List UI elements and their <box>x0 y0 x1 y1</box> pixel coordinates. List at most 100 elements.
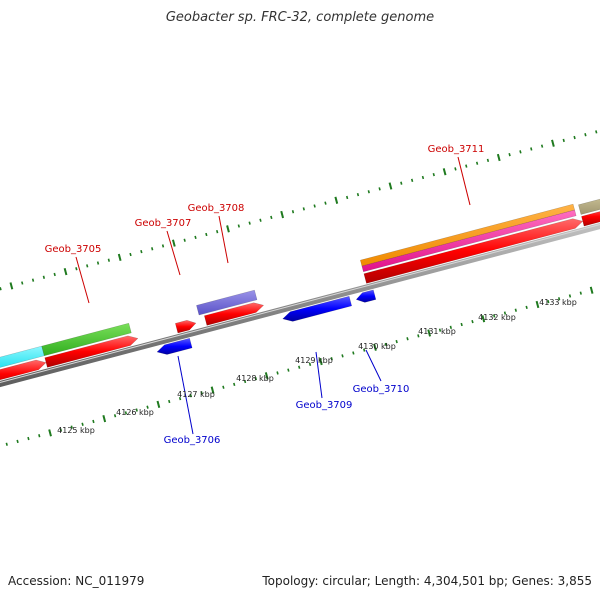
inner-scale-minor-tick <box>395 339 398 344</box>
inner-scale-minor-tick <box>113 414 117 418</box>
gene-label: Geob_3705 <box>45 244 102 255</box>
inner-scale-minor-tick <box>168 399 171 404</box>
scale-label: 4127 kbp <box>177 390 215 399</box>
outer-scale-major-tick <box>496 153 501 162</box>
outer-scale-minor-tick <box>508 153 511 157</box>
outer-scale-major-tick <box>117 253 122 261</box>
inner-scale-minor-tick <box>146 405 149 409</box>
outer-scale-minor-tick <box>205 232 208 237</box>
backbone-line <box>0 222 600 388</box>
genome-info-label: Topology: circular; Length: 4,304,501 bp… <box>262 574 592 588</box>
inner-scale-minor-tick <box>438 328 442 332</box>
inner-scale-minor-tick <box>243 379 247 384</box>
outer-scale-major-tick <box>9 282 14 290</box>
scale-label: 4131 kbp <box>418 327 456 336</box>
outer-scale-minor-tick <box>194 235 197 240</box>
inner-scale-minor-tick <box>38 434 41 438</box>
inner-scale-minor-tick <box>222 385 225 389</box>
inner-scale-minor-tick <box>417 334 420 338</box>
gene-arrow-forward <box>363 218 584 284</box>
scale-label: 4125 kbp <box>57 426 95 435</box>
scale-label: 4126 kbp <box>116 408 154 417</box>
gene-leader-line <box>75 256 90 304</box>
outer-scale-major-tick <box>388 182 393 190</box>
outer-scale-minor-tick <box>465 164 468 168</box>
inner-scale-minor-tick <box>579 291 582 295</box>
outer-scale-major-tick <box>63 267 68 276</box>
inner-scale-major-tick <box>48 429 52 437</box>
outer-scale-minor-tick <box>248 221 251 225</box>
inner-scale-minor-tick <box>460 322 463 327</box>
inner-scale-minor-tick <box>59 428 63 432</box>
outer-scale-minor-tick <box>259 218 262 222</box>
inner-scale-minor-tick <box>449 325 452 329</box>
inner-scale-minor-tick <box>27 436 30 441</box>
outer-scale-minor-tick <box>161 244 165 248</box>
outer-scale-minor-tick <box>42 275 46 279</box>
inner-scale-minor-tick <box>363 348 366 352</box>
outer-scale-minor-tick <box>0 287 2 291</box>
outer-scale-minor-tick <box>367 190 370 194</box>
inner-scale-major-tick <box>427 329 432 337</box>
outer-scale-minor-tick <box>345 195 349 200</box>
outer-scale-minor-tick <box>183 238 186 242</box>
gene-label: Geob_3706 <box>164 435 221 446</box>
outer-scale-minor-tick <box>584 133 587 137</box>
outer-scale-minor-tick <box>454 167 457 171</box>
gene-band-orange <box>360 203 575 267</box>
outer-scale-minor-tick <box>573 135 576 140</box>
outer-scale-minor-tick <box>313 204 316 208</box>
outer-scale-minor-tick <box>21 281 24 285</box>
inner-scale-minor-tick <box>503 311 507 315</box>
inner-scale-major-tick <box>156 400 161 408</box>
outer-scale-minor-tick <box>96 261 100 265</box>
outer-scale-minor-tick <box>151 247 154 251</box>
outer-scale-major-tick <box>226 225 230 233</box>
outer-scale-minor-tick <box>291 210 295 214</box>
outer-scale-minor-tick <box>324 201 327 205</box>
outer-scale-minor-tick <box>75 267 78 271</box>
outer-scale-minor-tick <box>270 215 273 220</box>
gene-leader-line <box>218 215 229 264</box>
inner-scale-minor-tick <box>384 342 388 347</box>
inner-scale-minor-tick <box>189 394 193 398</box>
inner-scale-minor-tick <box>471 319 474 324</box>
gene-leader-line <box>166 230 181 276</box>
gene-arrow-forward <box>44 335 139 368</box>
gene-leader-line <box>177 355 194 435</box>
gene-arrow-forward <box>581 211 600 227</box>
outer-scale-minor-tick <box>53 272 56 277</box>
inner-scale-minor-tick <box>298 365 301 369</box>
inner-scale-minor-tick <box>135 408 138 412</box>
genome-title: Geobacter sp. FRC-32, complete genome <box>165 10 435 25</box>
gene-label: Geob_3708 <box>188 203 245 214</box>
inner-scale-minor-tick <box>330 357 333 361</box>
outer-scale-minor-tick <box>378 187 381 191</box>
inner-scale-minor-tick <box>514 308 517 312</box>
gene-label: Geob_3709 <box>296 400 353 411</box>
outer-scale-major-tick <box>171 239 176 247</box>
inner-scale-minor-tick <box>341 354 344 358</box>
gene-arrow-reverse <box>156 337 193 355</box>
outer-scale-minor-tick <box>486 158 490 163</box>
inner-scale-minor-tick <box>276 371 279 375</box>
gene-band-green <box>41 322 132 357</box>
outer-scale-minor-tick <box>302 207 305 211</box>
gene-leader-line <box>365 349 382 382</box>
inner-scale-minor-tick <box>547 300 550 304</box>
inner-scale-major-tick <box>535 300 540 309</box>
inner-scale-minor-tick <box>254 377 258 381</box>
gene-arrow-forward <box>204 302 265 326</box>
outer-scale-minor-tick <box>140 249 143 254</box>
gene-arrow-reverse <box>355 289 377 303</box>
inner-scale-minor-tick <box>178 396 182 401</box>
outer-scale-minor-tick <box>216 230 219 234</box>
outer-scale-minor-tick <box>410 178 414 182</box>
inner-scale-minor-tick <box>124 411 128 415</box>
outer-scale-minor-tick <box>540 144 544 148</box>
inner-scale-minor-tick <box>200 391 203 395</box>
gene-arrow-forward <box>175 320 197 334</box>
inner-scale-minor-tick <box>16 439 19 444</box>
inner-scale-major-tick <box>264 372 269 380</box>
inner-scale-major-tick <box>102 414 107 423</box>
